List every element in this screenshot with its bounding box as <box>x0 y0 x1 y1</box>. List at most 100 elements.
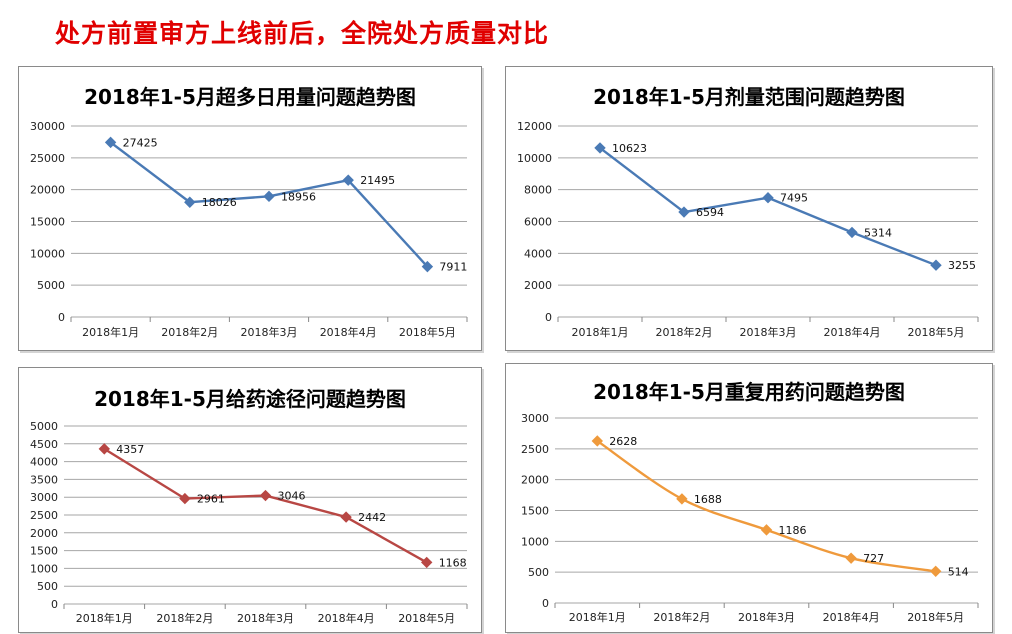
data-label: 1186 <box>779 524 807 537</box>
y-tick-label: 20000 <box>30 184 65 197</box>
chart-panel-excess-days: 2018年1-5月超多日用量问题趋势图 0 5000 10000 15000 20000… <box>18 66 482 351</box>
y-tick-label: 15000 <box>30 216 65 229</box>
y-tick-label: 4000 <box>524 247 552 260</box>
y-tick-label: 500 <box>528 566 549 579</box>
data-point <box>259 489 272 502</box>
x-tick-label: 2018年4月 <box>318 611 375 625</box>
x-tick-label: 2018年2月 <box>156 611 213 625</box>
data-point <box>421 260 434 273</box>
y-tick-label: 2000 <box>521 474 549 487</box>
y-tick-label: 10000 <box>517 152 552 165</box>
y-tick-label: 1000 <box>521 535 549 548</box>
y-tick-label: 1500 <box>30 545 58 558</box>
data-label: 1688 <box>694 493 722 506</box>
data-point <box>762 191 774 204</box>
data-point <box>340 511 352 523</box>
data-label: 27425 <box>123 136 158 149</box>
y-tick-label: 1000 <box>30 562 58 575</box>
x-tick-label: 2018年3月 <box>738 610 795 624</box>
data-label: 514 <box>948 565 969 578</box>
y-tick-label: 5000 <box>30 420 58 433</box>
x-tick-label: 2018年2月 <box>161 325 218 339</box>
chart-duplicate: 0 500 1000 1500 2000 2500 3000 2018年1月 2018年2月 20… <box>521 412 979 624</box>
chart-excess-days: 0 5000 10000 15000 20000 25000 30000 2018年1月 201… <box>30 120 468 339</box>
chart-title: 2018年1-5月剂量范围问题趋势图 <box>593 85 905 109</box>
data-point <box>678 206 690 218</box>
y-tick-label: 10000 <box>30 247 65 260</box>
data-label: 1168 <box>439 556 467 569</box>
data-point <box>929 565 942 578</box>
data-label: 2961 <box>197 493 225 506</box>
x-tick-label: 2018年1月 <box>76 611 133 625</box>
data-label: 3255 <box>948 259 976 272</box>
y-tick-label: 30000 <box>30 120 65 133</box>
data-label: 4357 <box>116 443 144 456</box>
y-tick-label: 2000 <box>30 527 58 540</box>
data-point <box>263 190 275 203</box>
y-tick-label: 0 <box>51 598 58 611</box>
x-tick-label: 2018年5月 <box>907 610 964 624</box>
data-point <box>179 492 191 505</box>
chart-dose-range: 0 2000 4000 6000 8000 10000 12000 2018年1月 2018年2… <box>517 120 979 339</box>
chart-panel-route: 2018年1-5月给药途径问题趋势图 0 500 1000 1500 2000 2500 3… <box>18 367 482 633</box>
data-label: 7911 <box>439 261 467 274</box>
x-tick-label: 2018年1月 <box>82 325 139 339</box>
data-label: 2442 <box>358 511 386 524</box>
x-tick-label: 2018年5月 <box>399 325 456 339</box>
series-line <box>109 141 429 268</box>
y-tick-label: 3000 <box>521 412 549 425</box>
data-point <box>342 174 354 186</box>
y-tick-label: 4000 <box>30 456 58 469</box>
data-point <box>98 443 111 455</box>
y-tick-label: 1500 <box>521 505 549 518</box>
y-tick-label: 4500 <box>30 438 58 451</box>
data-label: 18026 <box>202 196 237 209</box>
data-point <box>104 136 117 149</box>
data-label: 3046 <box>278 490 306 503</box>
x-tick-label: 2018年1月 <box>572 325 629 339</box>
data-label: 10623 <box>612 142 647 155</box>
slide-title: 处方前置审方上线前后，全院处方质量对比 <box>55 19 550 48</box>
chart-title: 2018年1-5月重复用药问题趋势图 <box>593 380 905 404</box>
chart-panel-duplicate: 2018年1-5月重复用药问题趋势图 0 500 1000 1500 2000 2500 3… <box>505 363 993 633</box>
y-tick-label: 2500 <box>521 443 549 456</box>
y-tick-label: 3500 <box>30 473 58 486</box>
data-point <box>184 196 196 208</box>
y-tick-label: 8000 <box>524 184 552 197</box>
data-label: 5314 <box>864 226 892 239</box>
chart-title: 2018年1-5月给药途径问题趋势图 <box>94 387 406 411</box>
x-tick-label: 2018年4月 <box>320 325 377 339</box>
data-point <box>846 226 858 239</box>
y-tick-label: 0 <box>545 311 552 324</box>
data-point <box>930 259 942 271</box>
x-tick-label: 2018年3月 <box>241 325 298 339</box>
data-label: 2628 <box>609 435 637 448</box>
data-label: 6594 <box>696 206 724 219</box>
series-line <box>103 447 428 564</box>
x-tick-label: 2018年5月 <box>908 325 965 339</box>
y-tick-label: 12000 <box>517 120 552 133</box>
data-point <box>594 142 606 154</box>
chart-title: 2018年1-5月超多日用量问题趋势图 <box>84 85 416 109</box>
x-tick-label: 2018年5月 <box>398 611 455 625</box>
chart-route: 0 500 1000 1500 2000 2500 3000 3500 4000 4500 5000… <box>30 420 468 625</box>
series-line <box>596 439 936 573</box>
x-tick-label: 2018年3月 <box>237 611 294 625</box>
data-point <box>676 493 688 505</box>
data-label: 727 <box>863 552 884 565</box>
chart-panel-dose-range: 2018年1-5月剂量范围问题趋势图 0 2000 4000 6000 8000 1000… <box>505 66 993 351</box>
data-label: 18956 <box>281 190 316 203</box>
data-point <box>760 524 773 536</box>
y-tick-label: 3000 <box>30 491 58 504</box>
data-label: 7495 <box>780 192 808 205</box>
y-tick-label: 0 <box>542 597 549 610</box>
x-tick-label: 2018年4月 <box>824 325 881 339</box>
y-tick-label: 25000 <box>30 152 65 165</box>
x-tick-label: 2018年1月 <box>569 610 626 624</box>
y-tick-label: 6000 <box>524 216 552 229</box>
x-tick-label: 2018年2月 <box>653 610 710 624</box>
y-tick-label: 2500 <box>30 509 58 522</box>
data-point <box>591 435 604 447</box>
y-tick-label: 0 <box>58 311 65 324</box>
x-tick-label: 2018年3月 <box>740 325 797 339</box>
